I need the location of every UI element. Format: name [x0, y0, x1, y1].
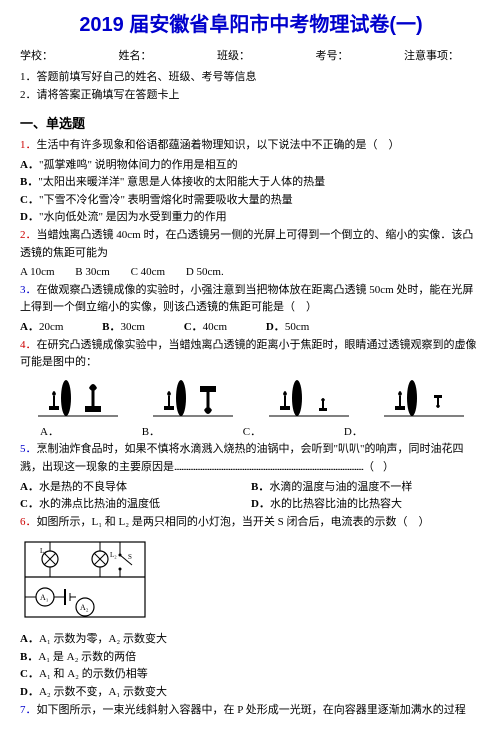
name-label: 姓名： — [119, 48, 152, 65]
question-6: 6．如图所示，L₁ 和 L₂ 是两只相同的小灯泡，当开关 S 闭合后，电流表的示… — [20, 514, 482, 532]
question-3: 3．在做观察凸透镜成像的实验时，小强注意到当把物体放在距离凸透镜 50cm 处时… — [20, 282, 482, 317]
q1-options: A．"孤掌难鸣" 说明物体间力的作用是相互的 B．"太阳出来暖洋洋" 意思是人体… — [20, 157, 482, 227]
question-7: 7．如下图所示，一束光线斜射入容器中，在 P 处形成一光斑，在向容器里逐渐加满水… — [20, 702, 482, 720]
instruction-2: 2．请将答案正确填写在答题卡上 — [20, 87, 482, 104]
circuit-diagram: L₁ L₂ S A₁ A₂ — [20, 537, 150, 622]
q7-number: 7． — [20, 704, 37, 716]
examno-label: 考号： — [316, 48, 349, 65]
fig-c — [269, 378, 349, 418]
question-5: 5．烹制油炸食品时，如果不慎将水滴溅入烧热的油锅中，会听到"叭叭"的响声，同时油… — [20, 441, 482, 476]
fig-b — [153, 378, 233, 418]
fig-d — [384, 378, 464, 418]
svg-text:L₂: L₂ — [110, 551, 117, 559]
q6-number: 6． — [20, 516, 37, 528]
q4-options: A． B． C． D． — [20, 424, 482, 442]
svg-text:L₁: L₁ — [40, 547, 47, 555]
q6-options: A．A₁ 示数为零，A₂ 示数变大 B．A₁ 是 A₂ 示数的两倍 C．A₁ 和… — [20, 631, 482, 701]
school-label: 学校： — [20, 48, 53, 65]
fig-a — [38, 378, 118, 418]
q2-number: 2． — [20, 229, 37, 241]
question-4: 4．在研究凸透镜成像实验中，当蜡烛离凸透镜的距离小于焦距时，眼睛通过透镜观察到的… — [20, 337, 482, 372]
q3-number: 3． — [20, 284, 37, 296]
section-title: 一、单选题 — [20, 114, 482, 134]
svg-text:A₂: A₂ — [80, 603, 89, 612]
q5-options: A．水是热的不良导体 B．水滴的温度与油的温度不一样 C．水的沸点比热油的温度低… — [20, 479, 482, 514]
q4-number: 4． — [20, 339, 37, 351]
header-line: 学校： 姓名： 班级： 考号： 注意事项： — [20, 48, 482, 65]
svg-text:A₁: A₁ — [40, 593, 49, 602]
q1-number: 1． — [20, 139, 37, 151]
notice-label: 注意事项： — [404, 48, 459, 65]
q5-number: 5． — [20, 443, 37, 455]
question-2: 2．当蜡烛离凸透镜 40cm 时，在凸透镜另一侧的光屏上可得到一个倒立的、缩小的… — [20, 227, 482, 262]
svg-text:S: S — [128, 553, 132, 561]
q2-options: A 10cm B 30cm C 40cm D 50cm. — [20, 264, 482, 282]
q4-figures — [20, 378, 482, 418]
question-1: 1．生活中有许多现象和俗语都蕴涵着物理知识，以下说法中不正确的是（ ） — [20, 137, 482, 155]
instruction-1: 1．答题前填写好自己的姓名、班级、考号等信息 — [20, 69, 482, 86]
exam-title: 2019 届安徽省阜阳市中考物理试卷(一) — [20, 10, 482, 40]
class-label: 班级： — [217, 48, 250, 65]
q3-options: A．20cm B．30cm C．40cm D．50cm — [20, 319, 482, 337]
